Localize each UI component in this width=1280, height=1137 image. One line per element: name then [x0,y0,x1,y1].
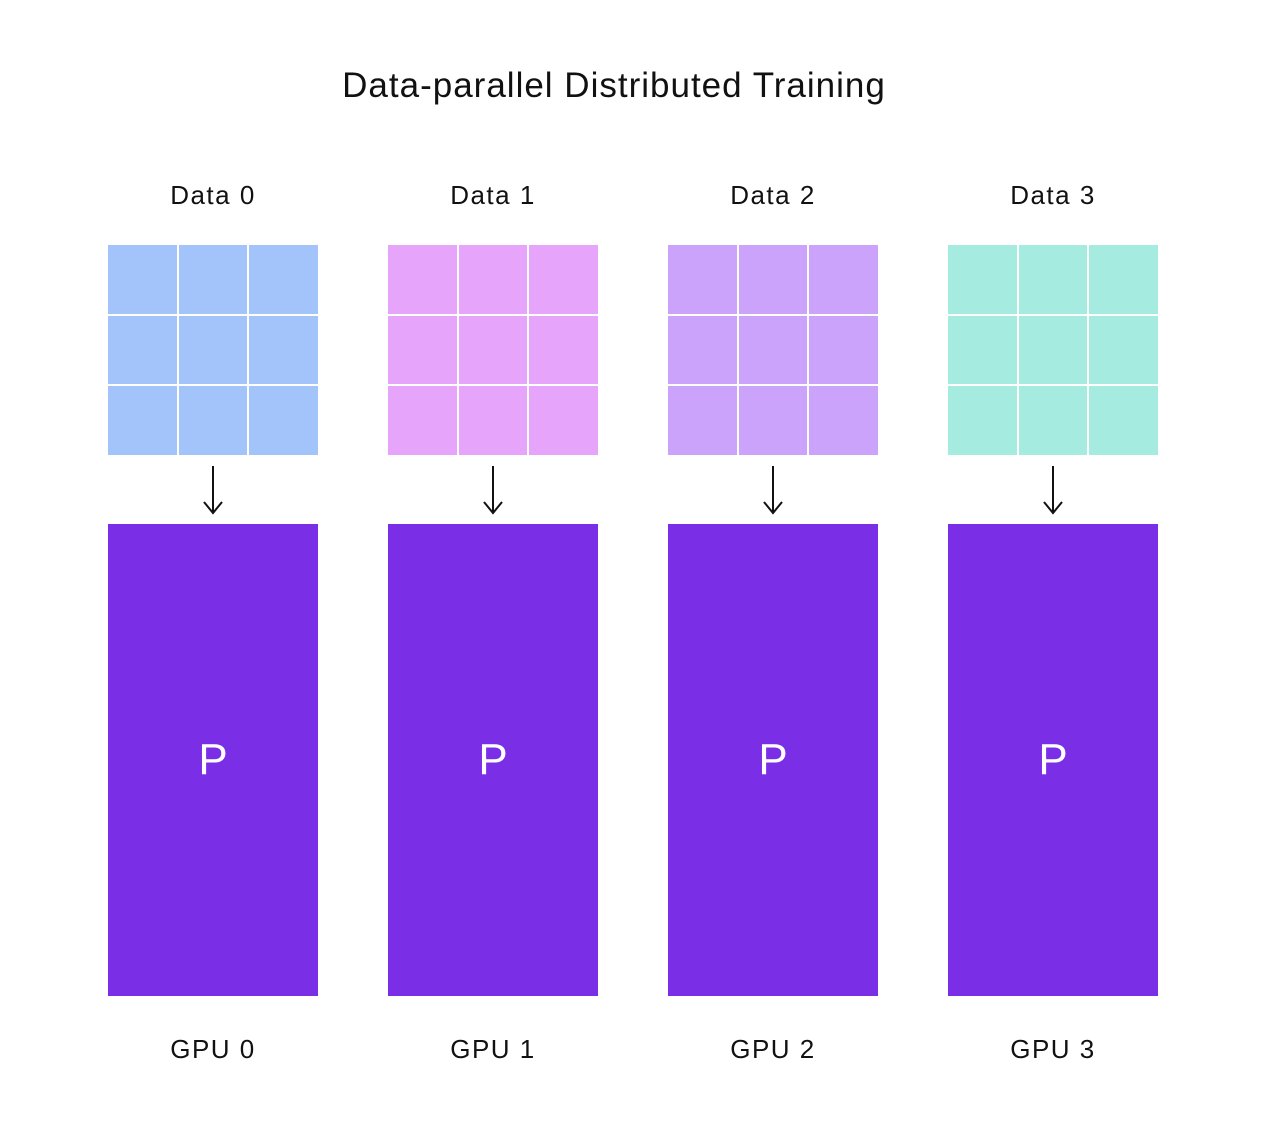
data-label: Data 3 [1010,180,1096,210]
data-grid-cell [458,245,528,314]
gpu-column-3: Data 3 P GPU 3 [948,0,1158,1137]
parameter-label: P [478,735,508,784]
data-grid-cell [1018,315,1088,385]
down-arrow-icon [483,466,503,515]
gpu-parameter-block: P [668,524,878,996]
data-grid-cell [108,245,177,314]
data-grid-cell [108,386,177,455]
gpu-column-1: Data 1 P GPU 1 [388,0,598,1137]
data-batch-grid [948,245,1158,455]
parameter-label: P [198,735,228,784]
data-grid-cell [458,386,528,455]
data-grid-cell [249,386,318,455]
gpu-parameter-block: P [948,524,1158,996]
data-grid-cell [668,245,737,314]
data-grid-cell [529,245,598,314]
data-grid-cell [388,386,457,455]
data-grid-cell [1018,245,1088,314]
data-batch-grid [108,245,318,455]
gpu-label: GPU 0 [170,1034,256,1064]
data-grid-cell [738,315,808,385]
data-grid-cell [948,245,1017,314]
data-grid-cell [529,386,598,455]
data-grid-cell [249,245,318,314]
gpu-label: GPU 1 [450,1034,536,1064]
data-grid-cell [108,315,177,385]
down-arrow-icon [763,466,783,515]
gpu-label: GPU 3 [1010,1034,1096,1064]
gpu-column-2: Data 2 P GPU 2 [668,0,878,1137]
parameter-label: P [758,735,788,784]
data-grid-cell [529,315,598,385]
data-label: Data 1 [450,180,536,210]
data-grid-cell [948,315,1017,385]
data-grid-cell [1089,386,1158,455]
data-grid-cell [738,386,808,455]
data-grid-cell [809,386,878,455]
data-grid-cell [178,386,248,455]
data-grid-cell [738,245,808,314]
gpu-label: GPU 2 [730,1034,816,1064]
data-grid-cell [388,245,457,314]
data-grid-cell [1018,386,1088,455]
data-grid-cell [1089,315,1158,385]
data-grid-cell [249,315,318,385]
down-arrow-icon [203,466,223,515]
data-grid-cell [668,315,737,385]
data-grid-cell [948,386,1017,455]
data-grid-cell [668,386,737,455]
gpu-parameter-block: P [388,524,598,996]
data-batch-grid [388,245,598,455]
gpu-parameter-block: P [108,524,318,996]
data-grid-cell [1089,245,1158,314]
parameter-label: P [1038,735,1068,784]
diagram-title: Data-parallel Distributed Training [342,66,886,105]
data-grid-cell [809,245,878,314]
gpu-column-0: Data 0 P GPU 0 [108,0,318,1137]
data-grid-cell [809,315,878,385]
data-grid-cell [458,315,528,385]
data-label: Data 0 [170,180,256,210]
data-grid-cell [388,315,457,385]
data-label: Data 2 [730,180,816,210]
data-grid-cell [178,315,248,385]
data-grid-cell [178,245,248,314]
data-batch-grid [668,245,878,455]
down-arrow-icon [1043,466,1063,515]
